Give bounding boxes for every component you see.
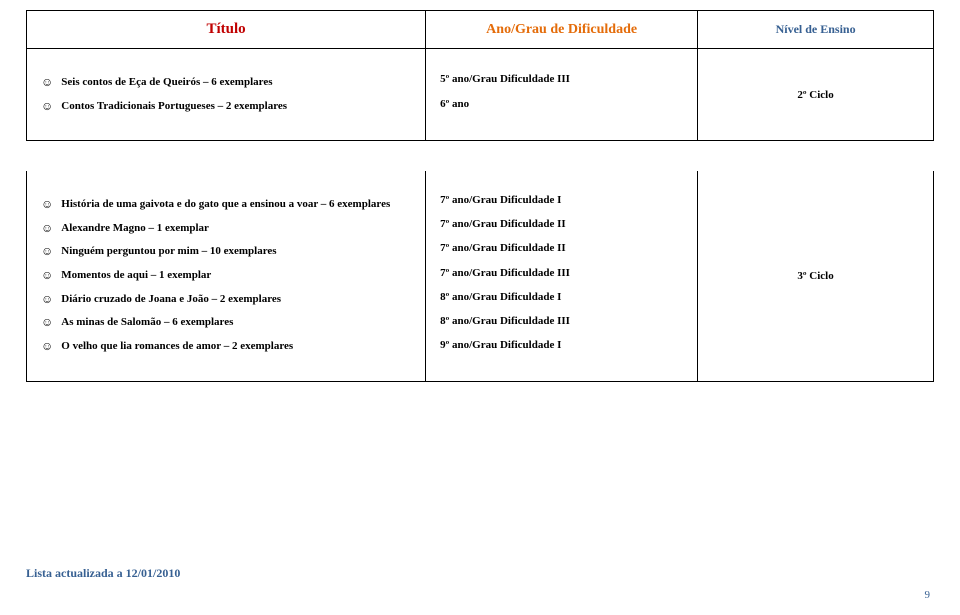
block1-titles: ☺ Seis contos de Eça de Queirós – 6 exemp… [27, 49, 426, 141]
title-text: As minas de Salomão – 6 exemplares [61, 315, 233, 329]
grade-text: 8º ano/Grau Dificuldade III [440, 314, 570, 328]
block2-titles: ☺ História de uma gaivota e do gato que a… [27, 171, 426, 382]
grade-text: 6º ano [440, 97, 469, 111]
grade-text: 7º ano/Grau Dificuldade II [440, 217, 566, 231]
title-text: O velho que lia romances de amor – 2 exe… [61, 339, 293, 353]
smiley-icon: ☺ [41, 197, 53, 213]
header-nivel: Nível de Ensino [698, 11, 934, 49]
title-text: Contos Tradicionais Portugueses – 2 exem… [61, 99, 287, 113]
smiley-icon: ☺ [41, 315, 53, 331]
footer-note: Lista actualizada a 12/01/2010 [26, 566, 180, 581]
title-text: Ninguém perguntou por mim – 10 exemplare… [61, 244, 276, 258]
grade-text: 9º ano/Grau Dificuldade I [440, 338, 561, 352]
header-titulo: Título [27, 11, 426, 49]
title-text: Diário cruzado de Joana e João – 2 exemp… [61, 292, 281, 306]
title-text: Alexandre Magno – 1 exemplar [61, 221, 209, 235]
smiley-icon: ☺ [41, 244, 53, 260]
block2-grades: 7º ano/Grau Dificuldade I 7º ano/Grau Di… [426, 171, 698, 382]
grade-text: 5º ano/Grau Dificuldade III [440, 72, 570, 86]
title-text: Seis contos de Eça de Queirós – 6 exempl… [61, 75, 272, 89]
smiley-icon: ☺ [41, 339, 53, 355]
page-number: 9 [925, 589, 931, 601]
grade-text: 7º ano/Grau Dificuldade III [440, 266, 570, 280]
smiley-icon: ☺ [41, 292, 53, 308]
smiley-icon: ☺ [41, 99, 53, 115]
title-text: História de uma gaivota e do gato que a … [61, 197, 390, 211]
block1-grades: 5º ano/Grau Dificuldade III 6º ano [426, 49, 698, 141]
grade-text: 7º ano/Grau Dificuldade II [440, 241, 566, 255]
block2-level: 3º Ciclo [698, 171, 934, 382]
smiley-icon: ☺ [41, 221, 53, 237]
header-ano-grau: Ano/Grau de Dificuldade [426, 11, 698, 49]
block1-level: 2º Ciclo [698, 49, 934, 141]
grade-text: 7º ano/Grau Dificuldade I [440, 193, 561, 207]
smiley-icon: ☺ [41, 268, 53, 284]
title-text: Momentos de aqui – 1 exemplar [61, 268, 211, 282]
grade-text: 8º ano/Grau Dificuldade I [440, 290, 561, 304]
smiley-icon: ☺ [41, 75, 53, 91]
